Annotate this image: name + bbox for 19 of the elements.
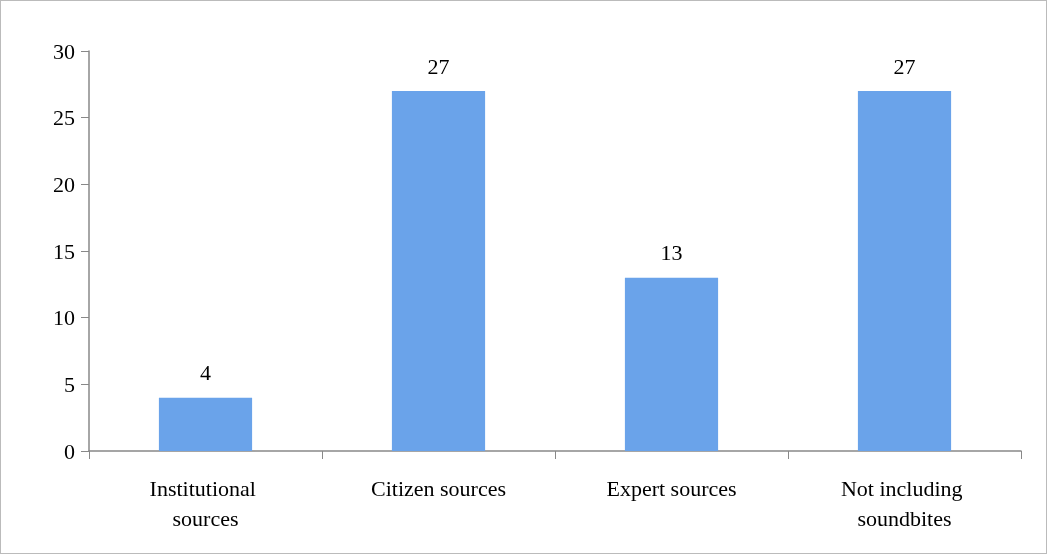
y-tick-label: 0 <box>64 438 75 464</box>
bar <box>857 91 952 451</box>
data-label: 4 <box>200 360 211 386</box>
data-label: 27 <box>427 53 450 79</box>
x-tick-label: Citizen sources <box>370 475 507 501</box>
bar <box>158 397 253 451</box>
x-tick-label: Not including soundbites <box>840 475 969 531</box>
y-tick-label: 10 <box>53 305 75 331</box>
x-tick-label: Expert sources <box>606 475 737 501</box>
y-tick-label: 15 <box>53 238 75 264</box>
bar <box>624 277 719 451</box>
y-tick-label: 20 <box>53 171 75 197</box>
x-tick-label: Institutional sources <box>149 475 262 531</box>
bar <box>391 91 486 451</box>
y-tick-label: 5 <box>64 371 75 397</box>
data-label: 13 <box>660 240 683 266</box>
y-tick-label: 25 <box>53 105 75 131</box>
y-tick-label: 30 <box>53 38 75 64</box>
data-label: 27 <box>893 53 916 79</box>
